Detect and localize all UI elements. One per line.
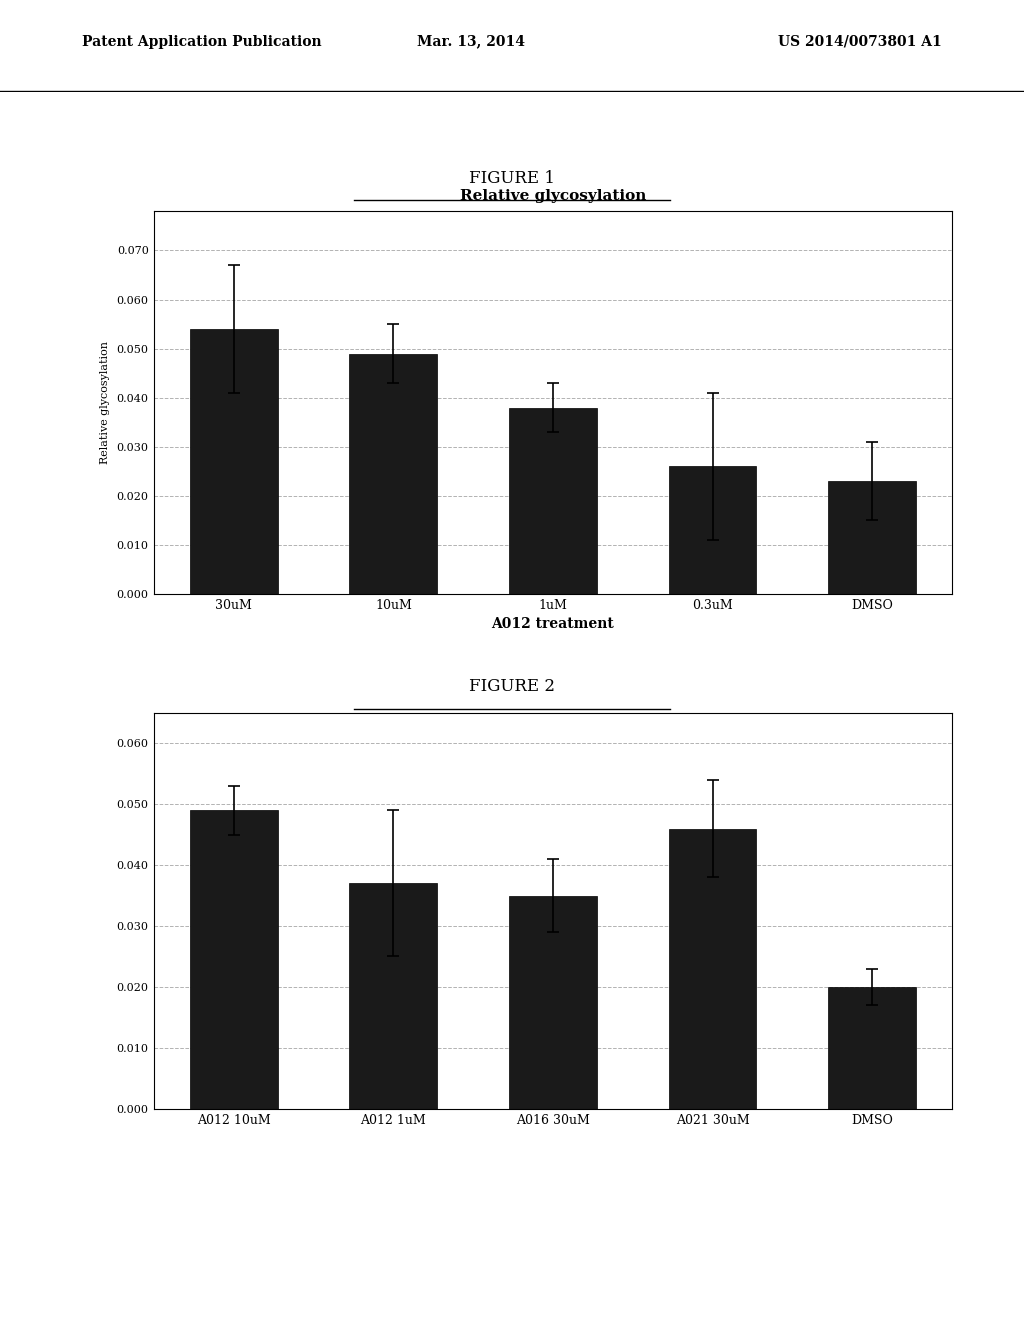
- Bar: [669, 829, 757, 1109]
- Bar: [828, 987, 916, 1109]
- Bar: [349, 883, 437, 1109]
- Bar: [349, 354, 437, 594]
- X-axis label: A012 treatment: A012 treatment: [492, 618, 614, 631]
- Bar: [189, 329, 278, 594]
- Bar: [828, 480, 916, 594]
- Bar: [669, 466, 757, 594]
- Title: Relative glycosylation: Relative glycosylation: [460, 189, 646, 203]
- Bar: [509, 895, 597, 1109]
- Text: Mar. 13, 2014: Mar. 13, 2014: [417, 34, 525, 49]
- Text: US 2014/0073801 A1: US 2014/0073801 A1: [778, 34, 942, 49]
- Bar: [189, 810, 278, 1109]
- Y-axis label: Relative glycosylation: Relative glycosylation: [99, 341, 110, 465]
- Bar: [509, 408, 597, 594]
- Text: FIGURE 1: FIGURE 1: [469, 170, 555, 186]
- Text: FIGURE 2: FIGURE 2: [469, 678, 555, 694]
- Text: Patent Application Publication: Patent Application Publication: [82, 34, 322, 49]
